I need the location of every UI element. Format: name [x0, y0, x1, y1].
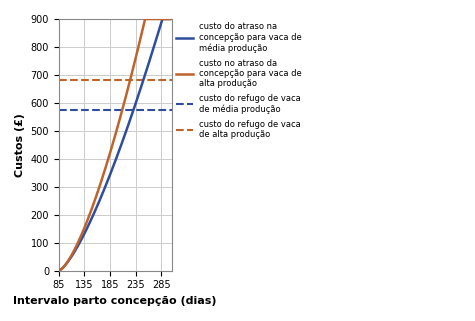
custo do atraso na
concepção para vaca de
média produção: [147, 57, 153, 61]
custo no atraso da
concepção para vaca de
alta produção: [116, 120, 122, 124]
Y-axis label: Custos (£): Custos (£): [15, 113, 25, 177]
custo no atraso da
concepção para vaca de
alta produção: [167, 17, 173, 21]
custo do atraso na
concepção para vaca de
média produção: [167, 17, 173, 21]
custo no atraso da
concepção para vaca de
alta produção: [165, 17, 171, 21]
custo no atraso da
concepção para vaca de
alta produção: [109, 146, 114, 150]
custo do atraso na
concepção para vaca de
média produção: [122, 132, 128, 136]
custo do atraso na
concepção para vaca de
média produção: [109, 169, 114, 172]
custo do atraso na
concepção para vaca de
média produção: [160, 17, 165, 21]
custo do atraso na
concepção para vaca de
média produção: [56, 269, 62, 273]
X-axis label: Intervalo parto concepção (dias): Intervalo parto concepção (dias): [13, 296, 217, 306]
custo no atraso da
concepção para vaca de
alta produção: [122, 98, 128, 102]
custo do atraso na
concepção para vaca de
média produção: [116, 149, 122, 153]
custo no atraso da
concepção para vaca de
alta produção: [142, 17, 148, 21]
custo no atraso da
concepção para vaca de
alta produção: [147, 17, 153, 21]
Legend: custo do atraso na
concepção para vaca de
média produção, custo no atraso da
con: custo do atraso na concepção para vaca d…: [173, 19, 305, 143]
custo do atraso na
concepção para vaca de
média produção: [109, 167, 115, 171]
Line: custo no atraso da
concepção para vaca de
alta produção: custo no atraso da concepção para vaca d…: [59, 19, 170, 271]
Line: custo do atraso na
concepção para vaca de
média produção: custo do atraso na concepção para vaca d…: [59, 19, 170, 271]
custo no atraso da
concepção para vaca de
alta produção: [56, 269, 62, 273]
custo do atraso na
concepção para vaca de
média produção: [165, 17, 171, 21]
custo no atraso da
concepção para vaca de
alta produção: [109, 143, 115, 147]
